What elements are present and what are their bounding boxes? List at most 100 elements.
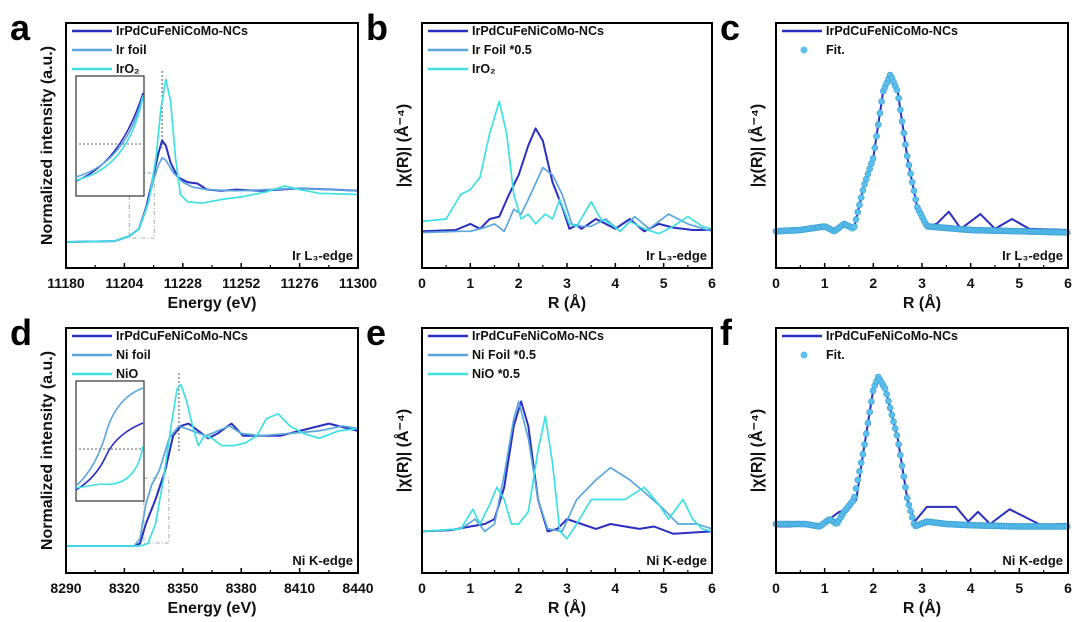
panel-letter: b [366, 7, 388, 48]
x-tick-label: 4 [967, 580, 975, 596]
plot-frame [775, 327, 1069, 574]
x-tick-label: 2 [869, 580, 877, 596]
fit-point [852, 485, 860, 492]
fit-point [862, 430, 870, 437]
panel-e: e 0 1 2 3 4 5 6 R (Å) |χ(R)| (Å⁻⁴) IrPdCuFeNiCoMo-… [366, 312, 716, 617]
legend-label: Ir Foil *0.5 [472, 43, 532, 57]
plot-frame [65, 22, 359, 269]
fit-point [856, 201, 863, 209]
series-line-0 [776, 376, 1068, 528]
fit-point [897, 451, 904, 459]
fit-point [861, 441, 868, 448]
x-tick-label: 11300 [339, 275, 377, 291]
fit-point [890, 418, 897, 425]
series-line-2 [66, 383, 359, 547]
fit-point [900, 473, 908, 480]
x-tick-label: 1 [466, 275, 474, 291]
fit-point [857, 459, 865, 467]
series-line-1 [421, 166, 713, 234]
fit-point [856, 468, 863, 475]
x-tick-label: 0 [418, 275, 426, 291]
legend-label: IrO₂ [472, 62, 496, 76]
fit-point [891, 425, 899, 432]
fit-point [897, 106, 904, 114]
y-axis-title: Normalized intensity (a.u.) [39, 351, 56, 550]
fit-point [852, 216, 860, 223]
x-tick-label: 2 [515, 580, 523, 596]
fit-point [907, 507, 914, 515]
legend-label: NiO *0.5 [472, 367, 520, 381]
fit-point [888, 411, 896, 419]
fit-point [885, 397, 892, 405]
x-tick-label: 5 [1015, 580, 1023, 596]
panel-f: f 0 1 2 3 4 5 6 R (Å) |χ(R)| (Å⁻⁴) IrPdCuFeNiCoMo-… [720, 312, 1072, 617]
fit-point [874, 121, 882, 128]
fit-point [851, 223, 858, 231]
x-axis-title: Energy (eV) [168, 600, 257, 617]
inset-curve [75, 94, 144, 178]
panel-d: d 8290 8320 8350 8380 8410 8440 Energy (eV) Norm… [10, 312, 374, 617]
x-tick-label: 3 [563, 580, 571, 596]
fit-point [898, 462, 906, 470]
series-line-1 [421, 400, 713, 533]
x-tick-label: 8320 [109, 580, 140, 596]
inset-curve [75, 387, 144, 487]
y-axis-title: |χ(R)| (Å⁻⁴) [747, 409, 766, 492]
fit-point [903, 494, 911, 502]
x-tick-label: 8440 [342, 580, 373, 596]
fit-point [876, 109, 884, 117]
panel-letter: c [720, 7, 740, 48]
fit-point [864, 419, 872, 427]
fit-point [908, 178, 916, 186]
fit-point [866, 408, 873, 416]
panel-letter: d [10, 312, 32, 353]
series-line-0 [775, 73, 1069, 233]
panel-letter: f [720, 312, 733, 353]
legend-marker [800, 46, 808, 54]
fit-point [895, 94, 902, 102]
fit-markers [772, 373, 1071, 530]
x-tick-label: 11276 [281, 275, 319, 291]
fit-point [912, 196, 919, 203]
fit-point [881, 385, 889, 392]
fit-point [907, 170, 914, 177]
legend-marker [800, 351, 808, 359]
fit-point [857, 194, 865, 201]
fit-point [902, 483, 909, 491]
fit-point [873, 132, 880, 140]
fit-point [905, 161, 913, 169]
x-tick-label: 0 [772, 275, 780, 291]
legend-label: IrPdCuFeNiCoMo-NCs [472, 24, 604, 38]
x-tick-label: 6 [708, 580, 716, 596]
fit-point [893, 86, 901, 94]
series-line-1 [66, 425, 359, 547]
legend-label: IrO₂ [116, 62, 140, 76]
legend-label: IrPdCuFeNiCoMo-NCs [472, 329, 604, 343]
inset-curve [75, 92, 144, 182]
fit-point [902, 141, 909, 148]
x-tick-label: 6 [1064, 275, 1072, 291]
series-line-2 [65, 78, 359, 243]
legend-label: IrPdCuFeNiCoMo-NCs [826, 24, 958, 38]
legend-label: Ni foil [116, 348, 151, 362]
fit-point [886, 404, 894, 412]
plot-frame [65, 327, 359, 574]
x-tick-label: 1 [821, 580, 829, 596]
legend-label: Ni Foil *0.5 [472, 348, 536, 362]
plot-frame [775, 22, 1069, 269]
fit-point [898, 118, 906, 125]
x-tick-label: 1 [466, 580, 474, 596]
y-axis-title: |χ(R)| (Å⁻⁴) [747, 104, 766, 187]
fit-point [878, 98, 885, 105]
x-axis-title: Energy (eV) [168, 295, 257, 312]
fit-point [910, 187, 918, 195]
x-tick-label: 6 [708, 275, 716, 291]
inset-plot [75, 75, 145, 197]
y-axis-title: |χ(R)| (Å⁻⁴) [393, 409, 412, 492]
edge-label: Ir L₃-edge [1002, 248, 1063, 263]
fit-point [895, 441, 902, 448]
x-tick-label: 3 [918, 275, 926, 291]
fit-point [893, 432, 901, 439]
series-line-0 [421, 400, 713, 535]
fit-point [905, 501, 913, 509]
